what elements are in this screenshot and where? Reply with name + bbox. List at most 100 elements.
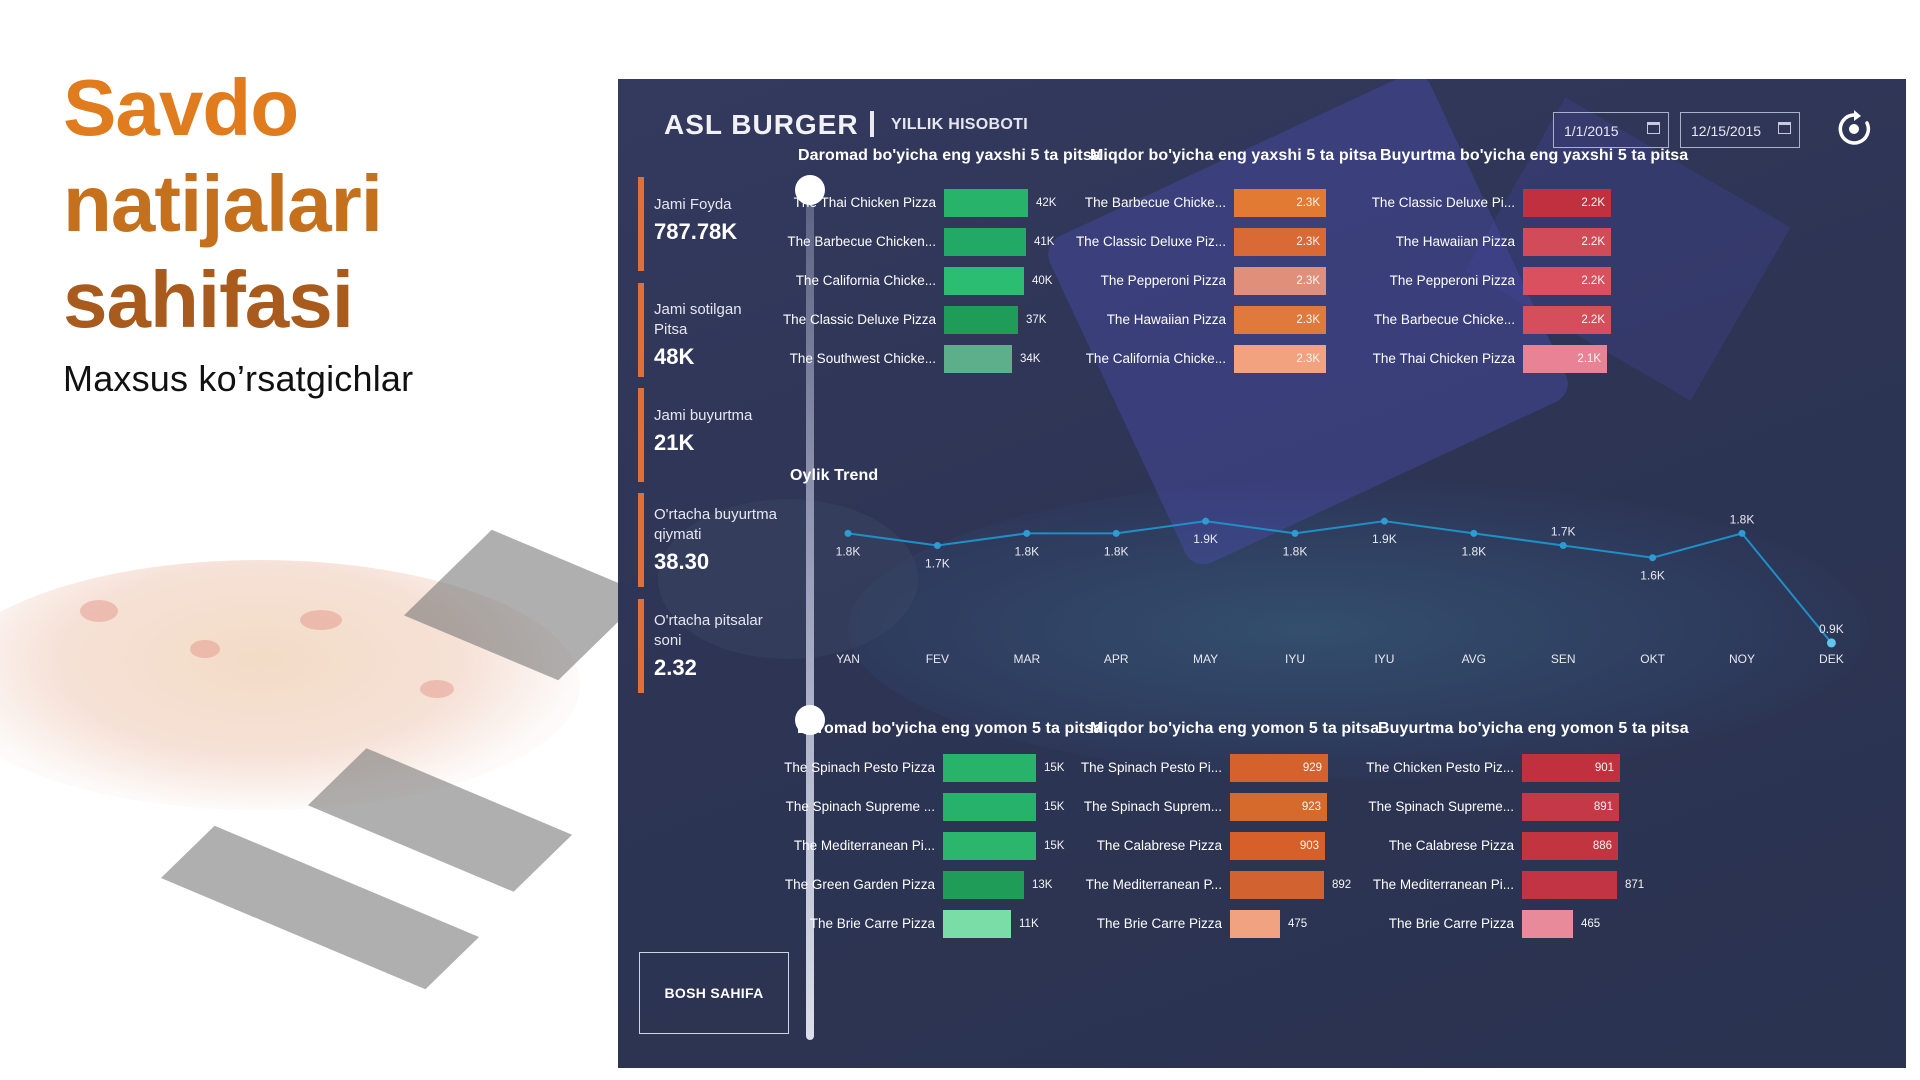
kpi-value: 787.78K (654, 219, 738, 244)
slider-thumb[interactable] (795, 175, 825, 205)
calendar-icon[interactable] (1647, 122, 1660, 134)
bar[interactable] (943, 832, 1036, 860)
bar[interactable] (943, 910, 1011, 938)
refresh-icon[interactable] (1834, 109, 1874, 149)
bar[interactable] (1522, 832, 1618, 860)
trend-line-chart: 1.8K YAN 1.7K FEV 1.8K MAR 1.8K APR 1.9K MAY 1.8K I… (836, 512, 1844, 666)
brand-name: ASL BURGER (664, 109, 859, 140)
trend-point[interactable] (1380, 517, 1388, 525)
bar[interactable] (1230, 910, 1280, 938)
trend-point[interactable] (933, 542, 941, 550)
bar[interactable] (944, 345, 1012, 373)
background-decoration (848, 479, 1868, 779)
bar-value-label: 2.2K (1581, 314, 1605, 326)
bar-category-label: The Spinach Supreme ... (785, 799, 935, 814)
bar-category-label: The Calabrese Pizza (1388, 838, 1514, 853)
bar[interactable] (1522, 793, 1619, 821)
trend-point[interactable] (1738, 529, 1746, 537)
bar-category-label: The California Chicke... (795, 273, 936, 288)
bar[interactable] (1522, 871, 1617, 899)
trend-x-tick-label: MAY (1193, 652, 1218, 666)
chart-title: Buyurtma bo'yicha eng yomon 5 ta pitsa (1378, 720, 1689, 737)
kpi-value: 2.32 (654, 655, 697, 680)
bar[interactable] (944, 228, 1026, 256)
bar[interactable] (1523, 228, 1611, 256)
chart-title: Miqdor bo'yicha eng yaxshi 5 ta pitsa (1090, 147, 1377, 164)
bar-value-label: 903 (1299, 840, 1319, 852)
trend-x-tick-label: FEV (926, 652, 949, 666)
bar-category-label: The Classic Deluxe Pizza (782, 312, 936, 327)
bar-category-label: The Pepperoni Pizza (1389, 273, 1515, 288)
trend-value-label: 1.8K (1283, 544, 1308, 558)
date-to-input[interactable]: 12/15/2015 (1680, 112, 1800, 148)
bar-category-label: The Spinach Suprem... (1083, 799, 1222, 814)
bar-category-label: The Spinach Supreme... (1368, 799, 1514, 814)
bar[interactable] (1234, 228, 1326, 256)
bar[interactable] (1523, 189, 1611, 217)
kpi-card-avg-pizzas: O'rtacha pitsalar soni 2.32 (638, 599, 778, 693)
bar[interactable] (1522, 910, 1573, 938)
page-title-line: Savdo (63, 63, 299, 152)
bar[interactable] (1234, 345, 1326, 373)
page-title: Savdo natijalari sahifasi (63, 60, 413, 348)
pizza-topping-decoration (80, 600, 118, 622)
bar[interactable] (1230, 871, 1324, 899)
slider-thumb[interactable] (795, 705, 825, 735)
trend-x-tick-label: IYU (1374, 652, 1394, 666)
bar[interactable] (944, 189, 1028, 217)
bar[interactable] (944, 306, 1018, 334)
bar-category-label: The Spinach Pesto Pi... (1080, 760, 1222, 775)
bar[interactable] (1234, 306, 1326, 334)
trend-point[interactable] (1470, 529, 1478, 537)
trend-point[interactable] (844, 529, 852, 537)
chart-title: Oylik Trend (790, 467, 879, 484)
bar-category-label: The Chicken Pesto Piz... (1366, 760, 1514, 775)
bar[interactable] (1230, 832, 1325, 860)
trend-value-label: 1.8K (1014, 544, 1039, 558)
bar-category-label: The Mediterranean Pi... (793, 838, 935, 853)
brand-divider (870, 111, 874, 137)
trend-point[interactable] (1649, 554, 1657, 562)
trend-point[interactable] (1023, 529, 1031, 537)
bar-category-label: The Mediterranean Pi... (1372, 877, 1514, 892)
bar[interactable] (943, 793, 1036, 821)
bar-value-label: 37K (1026, 314, 1047, 326)
bar[interactable] (1230, 754, 1328, 782)
trend-x-tick-label: SEN (1551, 652, 1576, 666)
bar[interactable] (1234, 189, 1326, 217)
trend-point[interactable] (1202, 517, 1210, 525)
bar[interactable] (1523, 306, 1611, 334)
kpi-label: O'rtacha pitsalar soni (654, 612, 763, 649)
trend-point[interactable] (1559, 542, 1567, 550)
bar[interactable] (1230, 793, 1327, 821)
kpi-value: 38.30 (654, 549, 710, 574)
bar-category-label: The Southwest Chicke... (789, 351, 936, 366)
bar[interactable] (1234, 267, 1326, 295)
bar[interactable] (1523, 267, 1611, 295)
scroll-slider-track[interactable] (806, 190, 814, 1040)
trend-point[interactable] (1291, 529, 1299, 537)
trend-point[interactable] (1112, 529, 1120, 537)
bar-category-label: The Pepperoni Pizza (1100, 273, 1226, 288)
trend-x-tick-label: IYU (1285, 652, 1305, 666)
bar[interactable] (1523, 345, 1607, 373)
bar[interactable] (943, 871, 1024, 899)
kpi-card-avg-order-value: O'rtacha buyurtma qiymati 38.30 (638, 493, 778, 587)
bar-category-label: The Brie Carre Pizza (1096, 916, 1222, 931)
trend-point[interactable] (1826, 638, 1836, 648)
bar-category-label: The Brie Carre Pizza (1388, 916, 1514, 931)
pizza-topping-decoration (300, 610, 342, 630)
bar-category-label: The Barbecue Chicke... (1373, 312, 1515, 327)
home-button[interactable]: BOSH SAHIFA (639, 952, 789, 1034)
trend-value-label: 0.9K (1819, 622, 1844, 636)
bar-value-label: 40K (1032, 275, 1053, 287)
pizza-topping-decoration (420, 680, 454, 698)
bar-value-label: 15K (1044, 840, 1065, 852)
bar[interactable] (943, 754, 1036, 782)
kpi-label: Jami sotilgan Pitsa (654, 301, 742, 338)
date-from-input[interactable]: 1/1/2015 (1553, 112, 1669, 148)
bar-category-label: The Classic Deluxe Pi... (1371, 195, 1515, 210)
bar[interactable] (944, 267, 1024, 295)
calendar-icon[interactable] (1778, 122, 1791, 134)
bar[interactable] (1522, 754, 1620, 782)
